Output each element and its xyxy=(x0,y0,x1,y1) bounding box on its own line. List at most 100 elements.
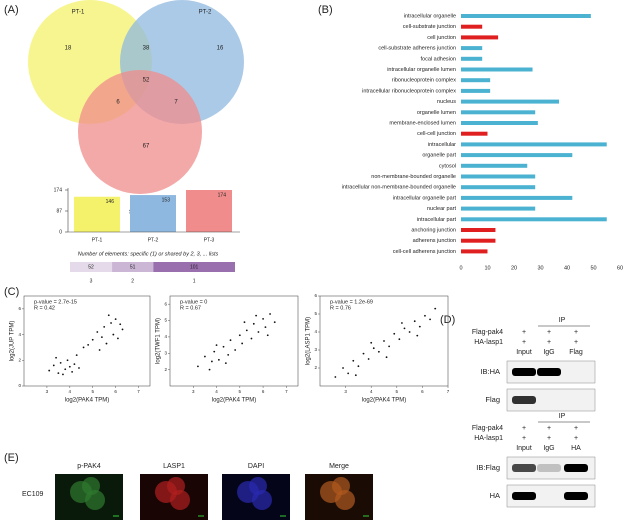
category-label: cell-cell junction xyxy=(417,131,456,137)
bar xyxy=(461,249,488,254)
point xyxy=(250,337,253,340)
point xyxy=(121,328,124,331)
point xyxy=(68,365,71,368)
x-tick-label: 4 xyxy=(370,389,373,394)
point xyxy=(227,354,230,356)
point xyxy=(408,331,411,333)
point xyxy=(383,340,385,342)
point xyxy=(112,333,115,336)
lane-label: Input xyxy=(516,445,532,452)
band xyxy=(564,492,588,500)
degree-label: 2 xyxy=(131,278,134,284)
point xyxy=(208,368,211,371)
sign: + xyxy=(522,425,526,432)
point xyxy=(87,343,90,346)
sign: + xyxy=(522,435,526,442)
value-label: 174 xyxy=(218,192,227,198)
category-label: anchoring junction xyxy=(411,227,456,233)
set-label: PT-2 xyxy=(199,10,212,16)
blot xyxy=(506,484,596,508)
point xyxy=(342,367,344,369)
x-tick-label: 5 xyxy=(91,389,94,394)
stat-text: R = 0.42 xyxy=(34,305,55,311)
point xyxy=(114,318,117,321)
stack-segment xyxy=(153,262,235,272)
x-tick-label: PT-2 xyxy=(148,237,159,243)
x-tick-label: 5 xyxy=(239,389,242,394)
venn-count: 38 xyxy=(143,46,150,52)
y-tick-label: 6 xyxy=(18,306,21,311)
point xyxy=(217,358,220,361)
point xyxy=(55,356,57,359)
degree-label: 1 xyxy=(193,278,196,284)
channel-label: DAPI xyxy=(248,463,264,470)
lane-label: IgG xyxy=(543,349,554,356)
row-label: HA-lasp1 xyxy=(474,435,503,442)
point xyxy=(234,349,237,351)
bar xyxy=(461,185,536,190)
point xyxy=(429,318,431,321)
category-label: focal adhesion xyxy=(421,56,456,62)
bar xyxy=(74,196,120,232)
bar xyxy=(461,238,496,243)
point xyxy=(96,331,99,333)
sign: + xyxy=(574,329,578,336)
point xyxy=(334,376,337,378)
y-tick-label: 6 xyxy=(164,301,167,306)
category-label: intracellular xyxy=(428,142,456,148)
point xyxy=(245,329,248,332)
x-tick-label: 60 xyxy=(617,265,623,271)
value-label: 146 xyxy=(106,199,115,205)
point xyxy=(110,322,112,324)
category-label: cell-substrate adherens junction xyxy=(378,46,456,52)
y-tick-label: 5 xyxy=(164,318,167,323)
category-label: organelle lumen xyxy=(417,110,456,116)
venn-count: 6 xyxy=(116,100,120,106)
sign: + xyxy=(574,425,578,432)
point xyxy=(119,323,122,326)
point xyxy=(372,347,375,350)
ib-label: IB:HA xyxy=(480,367,500,376)
sign: + xyxy=(547,329,551,336)
stat-text: p-value = 0 xyxy=(180,299,207,305)
y-tick-label: 3 xyxy=(164,350,167,355)
point xyxy=(75,354,78,357)
bar xyxy=(461,35,499,40)
channel-label: Merge xyxy=(329,463,349,470)
stat-text: R = 0.76 xyxy=(330,305,351,311)
point xyxy=(52,364,55,367)
ip-label: IP xyxy=(559,317,566,324)
point xyxy=(413,320,416,323)
plot-frame xyxy=(169,295,299,387)
x-tick-label: 6 xyxy=(421,389,424,394)
category-label: intracellular organelle lumen xyxy=(387,67,456,73)
category-label: intracellular organelle part xyxy=(393,195,457,201)
point xyxy=(269,313,271,315)
point xyxy=(418,325,421,328)
sign: + xyxy=(522,339,526,346)
x-axis-label: log2(PAK4 TPM) xyxy=(65,398,109,404)
point xyxy=(59,361,62,364)
x-tick-label: 3 xyxy=(192,389,195,394)
x-axis-label: log2(PAK4 TPM) xyxy=(212,398,256,404)
bar xyxy=(461,67,533,72)
point xyxy=(424,314,426,317)
category-label: cell-cell adherens junction xyxy=(393,249,456,255)
blot xyxy=(506,456,596,480)
cell xyxy=(335,490,355,510)
sign: + xyxy=(574,435,578,442)
x-tick-label: 4 xyxy=(215,389,218,394)
x-tick-label: 3 xyxy=(46,389,49,394)
bar xyxy=(461,88,491,93)
point xyxy=(347,372,350,375)
x-tick-label: 4 xyxy=(69,389,72,394)
y-axis-label: log2(JUP TPM) xyxy=(10,321,16,362)
x-tick-label: 6 xyxy=(114,389,117,394)
point xyxy=(64,368,67,371)
value-label: 101 xyxy=(190,264,199,270)
sign: + xyxy=(547,435,551,442)
point xyxy=(257,331,260,333)
y-tick-label: 4 xyxy=(164,334,167,339)
y-tick-label: 174 xyxy=(54,187,63,193)
